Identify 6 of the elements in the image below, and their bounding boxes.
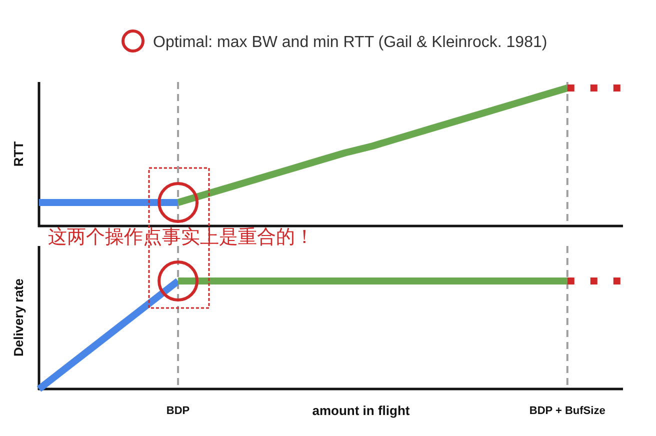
legend-label: Optimal: max BW and min RTT (Gail & Kleinrock. 1981) xyxy=(153,34,548,51)
x-axis-title: amount in flight xyxy=(312,403,410,418)
y-axis-title: RTT xyxy=(11,141,26,167)
x-tick-label: BDP + BufSize xyxy=(529,405,606,417)
x-tick-label: BDP xyxy=(166,405,190,417)
y-axis-title: Delivery rate xyxy=(11,278,26,357)
